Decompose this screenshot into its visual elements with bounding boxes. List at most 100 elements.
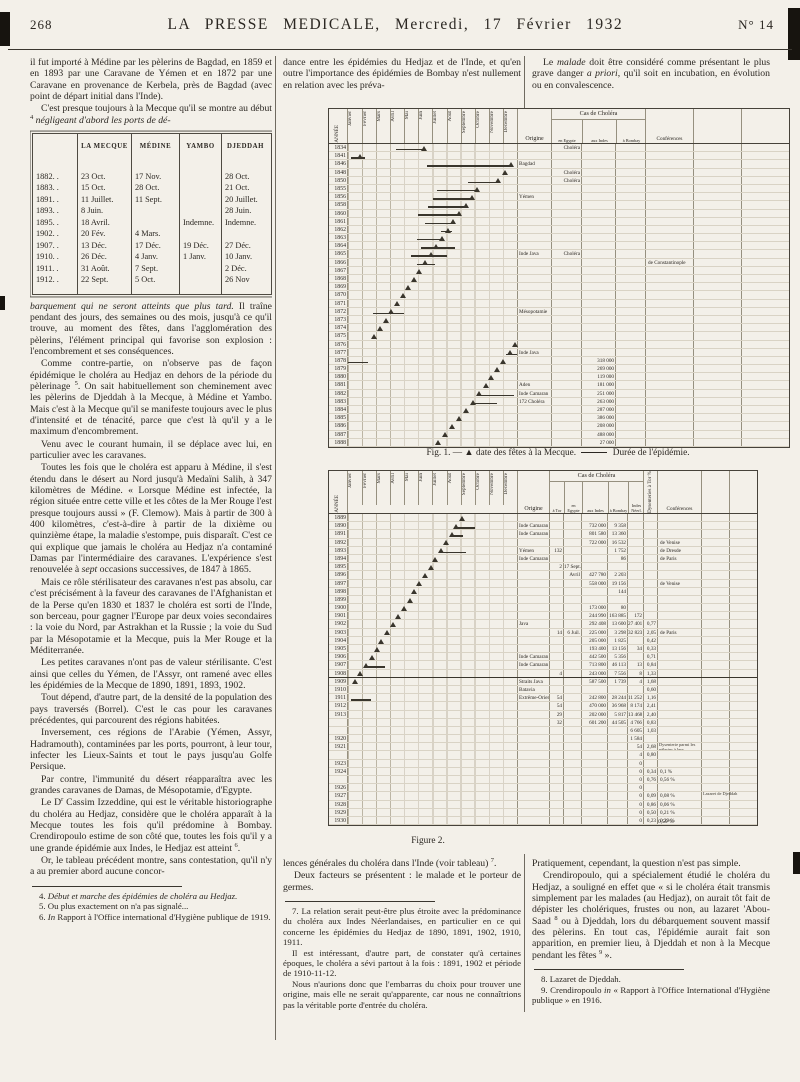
table-cell: 11 Sept. bbox=[131, 193, 179, 206]
empty-cell bbox=[693, 242, 741, 250]
origin-cell: 172 Choléra bbox=[517, 397, 551, 405]
fete-triangle bbox=[393, 301, 400, 307]
origin-cell bbox=[517, 217, 551, 225]
origin-cell bbox=[517, 176, 551, 184]
origin-cell: Mésopotamie bbox=[517, 307, 551, 315]
empty-cell bbox=[729, 792, 755, 800]
case-cell bbox=[563, 694, 581, 702]
fig-row: 1930 0 0,23 0,29 % bbox=[329, 816, 757, 826]
case-cell bbox=[551, 201, 581, 209]
year-cell: 1855 bbox=[334, 185, 346, 192]
annotation: Dysenterie parmi les pèlerins à leur dom… bbox=[659, 743, 696, 751]
origin-cell bbox=[517, 784, 549, 792]
table-cell: 1910. . bbox=[36, 252, 59, 262]
legend-line-label: Durée de l'épidémie. bbox=[612, 448, 690, 458]
origin-cell bbox=[517, 538, 549, 546]
fete-triangle bbox=[427, 564, 434, 570]
year-cell: 1858 bbox=[334, 202, 346, 209]
year-cell: 1869 bbox=[334, 284, 346, 291]
months-cell bbox=[347, 201, 517, 209]
case-cell bbox=[549, 636, 563, 645]
months-cell bbox=[347, 702, 517, 710]
paragraph: Tout dépend, d'autre part, de la densité… bbox=[30, 692, 272, 726]
right-top-paragraphs: Le malade doit être considéré comme prés… bbox=[532, 57, 770, 91]
fete-triangle bbox=[469, 399, 476, 405]
paragraph: 6. In Rapport à l'Office international d… bbox=[39, 911, 271, 922]
months-cell bbox=[347, 776, 517, 784]
conference-cell bbox=[657, 595, 701, 604]
month-label: Juin bbox=[418, 109, 432, 143]
months-cell bbox=[347, 620, 517, 628]
months-cell bbox=[347, 414, 517, 422]
case-cell bbox=[627, 604, 643, 612]
coef-cell: 0,34 bbox=[643, 767, 657, 776]
fig-row: 1902 Java 292 408 13 600 27 401 0,77 bbox=[329, 620, 757, 629]
month-label-text: Octobre bbox=[474, 473, 481, 490]
year-cell: 1893 bbox=[334, 547, 346, 554]
conference-cell: 0,56 % bbox=[657, 776, 701, 784]
empty-cell bbox=[693, 217, 741, 225]
case-cell bbox=[615, 324, 645, 332]
empty-cell bbox=[701, 620, 729, 628]
case-cell bbox=[581, 201, 615, 209]
case-cell: 27 401 bbox=[627, 620, 643, 628]
case-cell: Choléra bbox=[551, 144, 581, 152]
empty-cell bbox=[729, 808, 755, 816]
conference-cell bbox=[645, 438, 693, 446]
empty-cell bbox=[693, 275, 741, 283]
fete-triangle bbox=[455, 211, 462, 217]
case-cell: 3 298 bbox=[607, 628, 627, 636]
conference-cell bbox=[657, 726, 701, 735]
fig-row: 1920 1 584 bbox=[329, 735, 757, 744]
empty-cell bbox=[741, 217, 788, 225]
conference-cell bbox=[657, 751, 701, 759]
empty-cell bbox=[729, 563, 755, 571]
empty-cell bbox=[729, 735, 755, 743]
case-cell: 558 000 bbox=[581, 579, 607, 587]
table-cell: 26 Déc. bbox=[77, 251, 131, 263]
case-cell bbox=[615, 422, 645, 430]
paragraph: Les petites caravanes n'ont pas de valeu… bbox=[30, 657, 272, 691]
year-cell: 1848 bbox=[334, 169, 346, 176]
fete-triangle bbox=[371, 334, 378, 339]
case-cell bbox=[607, 792, 627, 800]
case-cell: 28 244 bbox=[607, 694, 627, 702]
months-cell bbox=[347, 332, 517, 340]
empty-cell bbox=[741, 242, 788, 250]
empty-cell bbox=[701, 636, 729, 645]
case-cell: 269 000 bbox=[581, 365, 615, 373]
origin-cell bbox=[517, 340, 551, 348]
table-cell bbox=[179, 262, 221, 275]
left-paragraphs-top: il fut importé à Médine par les pèlerins… bbox=[30, 57, 272, 126]
year-cell: 1907 bbox=[334, 662, 346, 669]
conference-cell bbox=[657, 784, 701, 792]
coef-cell bbox=[643, 563, 657, 571]
empty-cell bbox=[701, 718, 729, 726]
case-cell bbox=[549, 767, 563, 776]
coef-cell bbox=[643, 554, 657, 563]
empty-cell bbox=[693, 438, 741, 446]
paragraph: 8. Lazaret de Djeddah. bbox=[541, 974, 621, 985]
months-cell bbox=[347, 743, 517, 751]
empty-cell bbox=[701, 800, 729, 808]
empty-cell bbox=[729, 595, 755, 604]
year-cell: 1856 bbox=[334, 194, 346, 201]
month-label: Avril bbox=[390, 109, 404, 143]
origin-cell: Inde Java bbox=[517, 348, 551, 356]
fig-header: ANNÉE Janvier Février Mars Avril Mai Juin Juill… bbox=[329, 471, 757, 515]
page-header: 268 LA PRESSE MEDICALE, Mercredi, 17 Fév… bbox=[30, 16, 774, 34]
fete-triangle bbox=[462, 407, 469, 413]
coef-cell: 0,84 bbox=[643, 661, 657, 669]
table-cell: 1 Janv. bbox=[179, 251, 221, 263]
figure-2-chart: ANNÉE Janvier Février Mars Avril Mai Juin Juill… bbox=[328, 470, 758, 827]
case-cell bbox=[563, 718, 581, 726]
month-label: Janvier bbox=[348, 471, 362, 505]
case-cell bbox=[563, 751, 581, 759]
month-label-text: Juin bbox=[418, 473, 425, 482]
origin-cell bbox=[517, 168, 551, 176]
case-cell bbox=[549, 653, 563, 661]
empty-cell bbox=[693, 193, 741, 201]
months-cell bbox=[347, 514, 517, 522]
origin-cell bbox=[517, 792, 549, 800]
case-cell bbox=[549, 784, 563, 792]
